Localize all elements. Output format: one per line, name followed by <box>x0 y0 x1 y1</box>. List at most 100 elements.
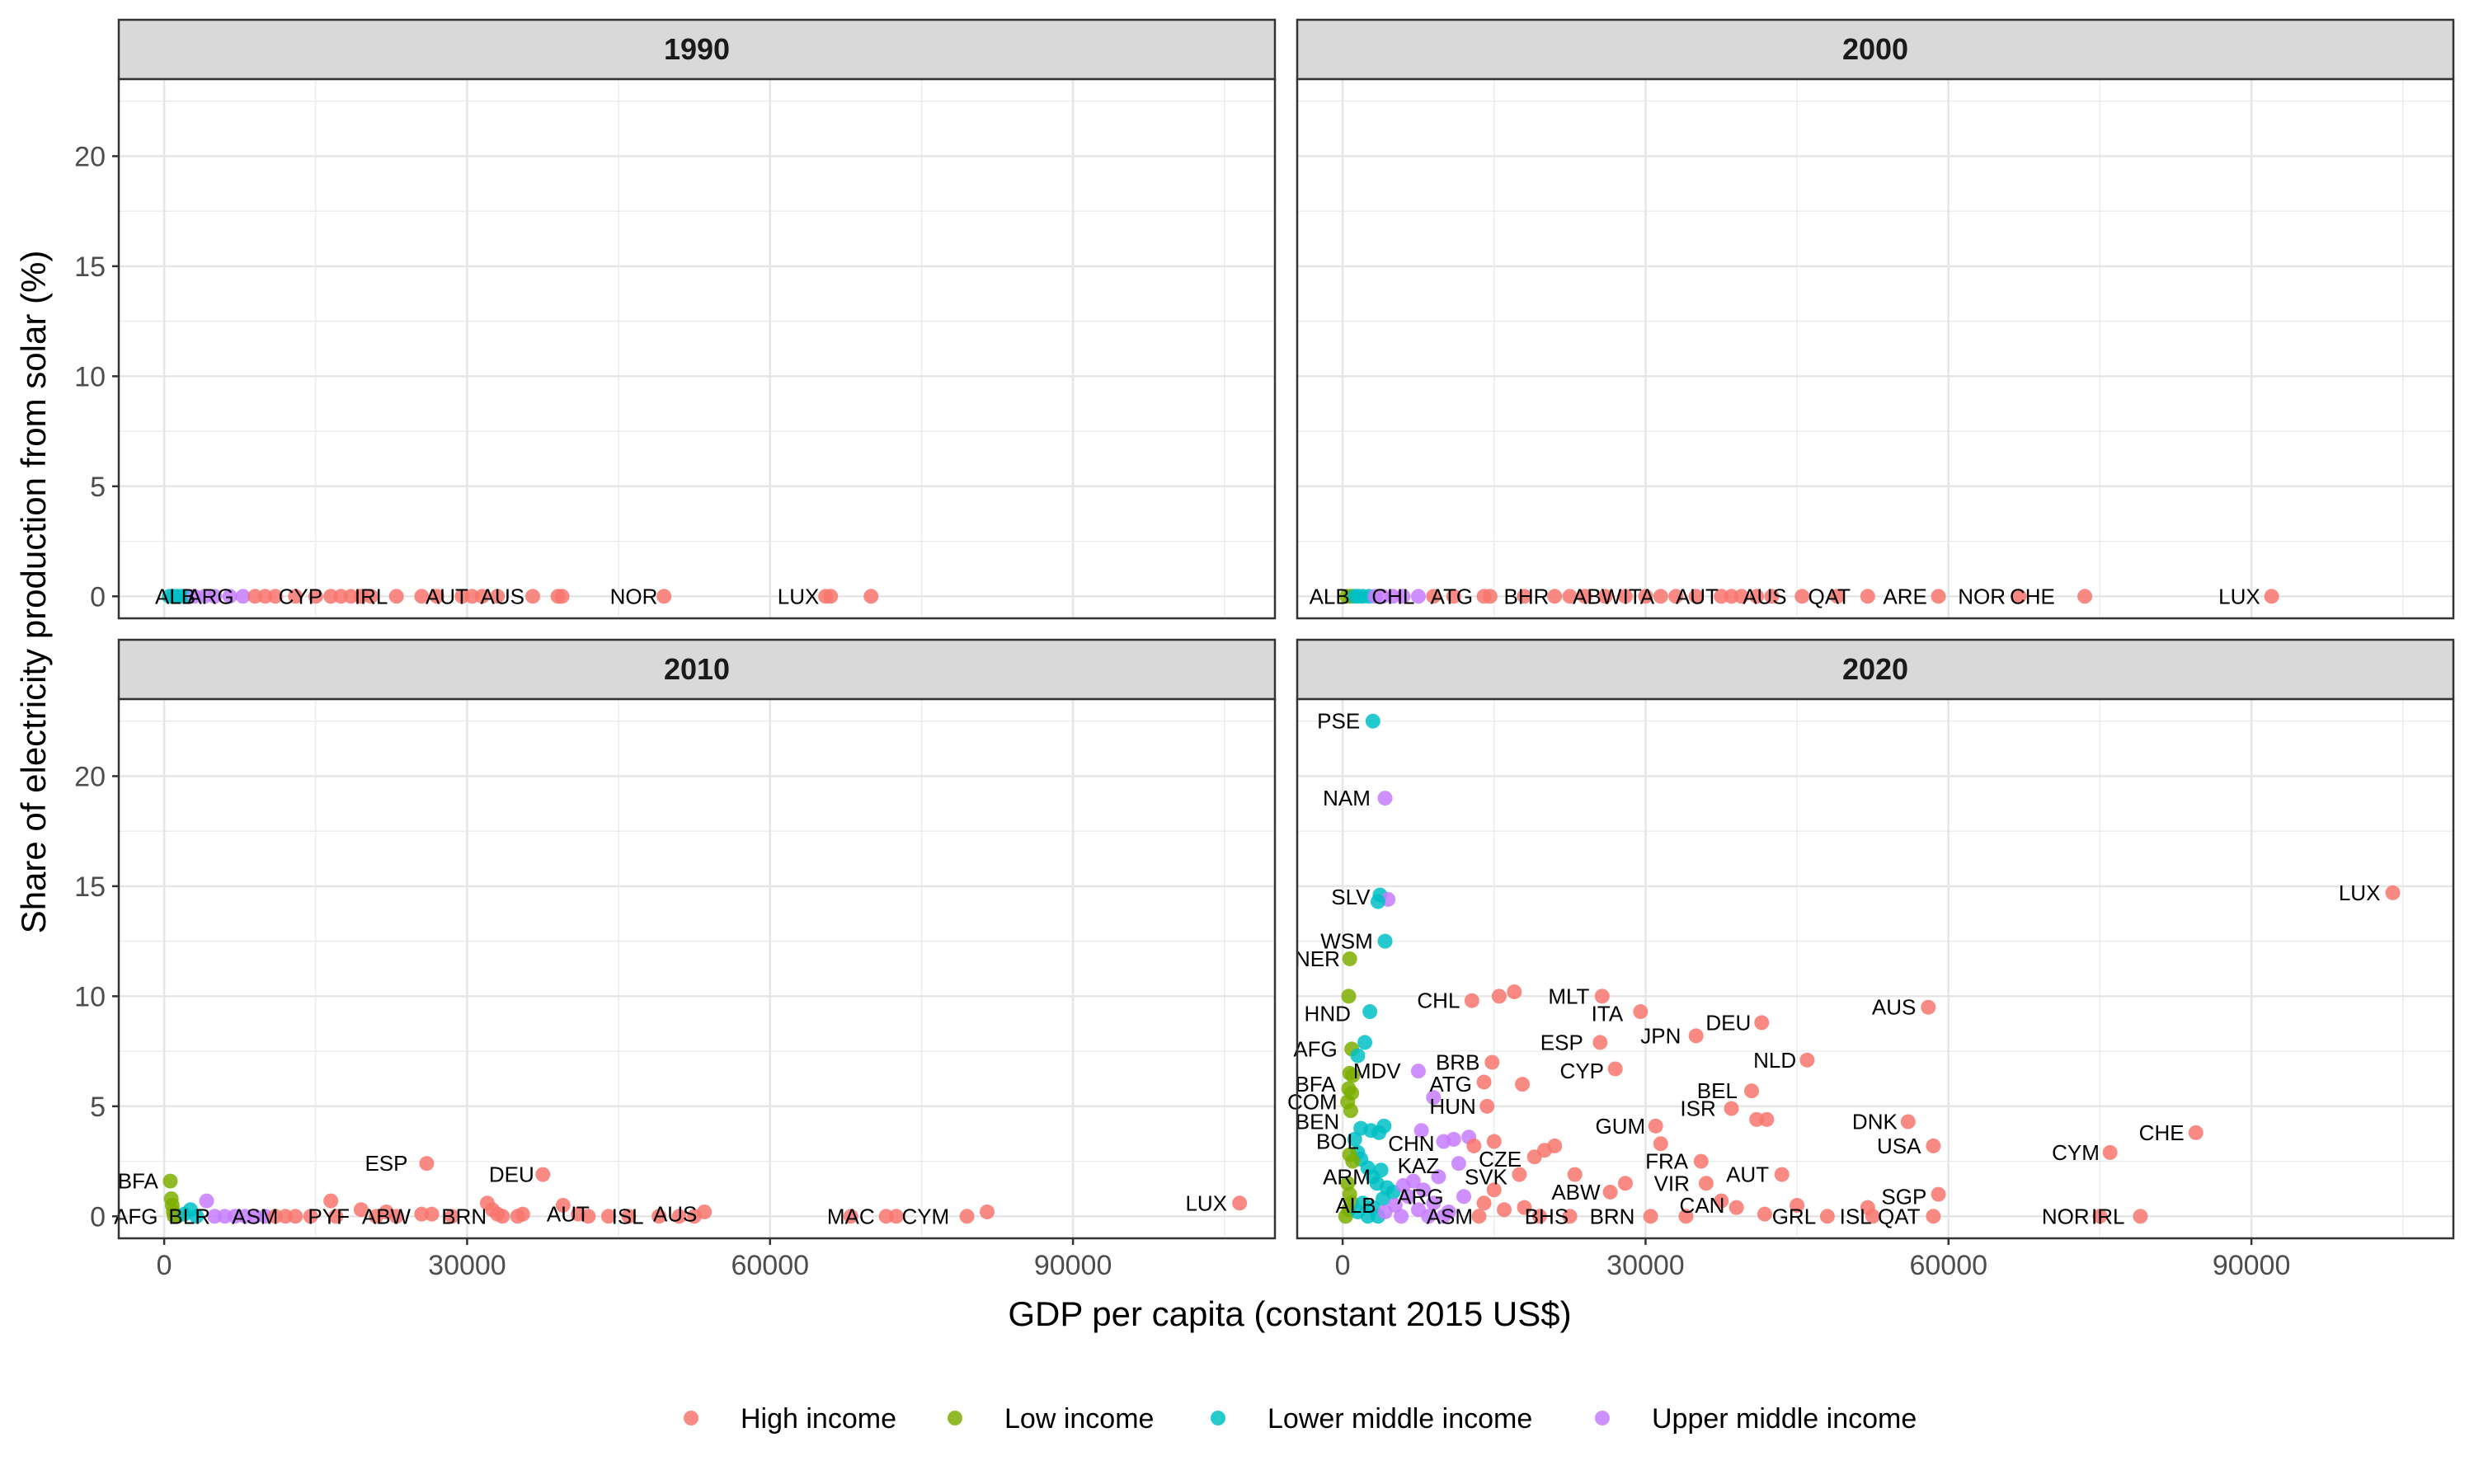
data-point <box>1693 1153 1709 1169</box>
data-point <box>1931 589 1946 604</box>
x-tick-label: 0 <box>1335 1250 1351 1281</box>
point-label: QAT <box>1808 584 1851 608</box>
data-point <box>1547 1138 1563 1153</box>
data-point <box>980 1204 995 1219</box>
data-point <box>1819 1209 1835 1224</box>
point-label: NOR <box>2042 1204 2090 1228</box>
data-point <box>1387 1197 1403 1213</box>
data-point <box>1413 1123 1429 1139</box>
panel-background-2020 <box>1297 699 2453 1238</box>
data-point <box>581 1209 596 1224</box>
data-point <box>1931 1186 1946 1202</box>
data-point <box>1426 589 1442 604</box>
point-label: DEU <box>489 1162 534 1187</box>
point-label: BHS <box>1525 1204 1569 1228</box>
data-point <box>2011 589 2027 604</box>
data-point <box>863 589 879 604</box>
panel-2000: 2000 ALB CHL ATG BHR ABW ITA AUT AUS QAT ARE NOR CHE… <box>1296 18 2455 620</box>
point-label: ARG <box>187 584 233 608</box>
panel-border-2020 <box>1296 697 2455 1240</box>
point-label: AFG <box>1293 1036 1337 1061</box>
data-point <box>1653 1136 1668 1152</box>
point-label: USA <box>1877 1134 1921 1158</box>
point-label: ASM <box>1427 1204 1473 1228</box>
point-label: BOL <box>1316 1129 1359 1154</box>
point-label: ESP <box>1540 1030 1583 1054</box>
x-tick-label: 90000 <box>2213 1250 2291 1281</box>
data-point <box>1607 1061 1623 1077</box>
data-point <box>1643 1209 1658 1224</box>
data-point <box>1395 1177 1411 1193</box>
data-point <box>1617 1176 1633 1191</box>
point-label: ABW <box>1551 1180 1601 1205</box>
point-label: CHN <box>1388 1131 1434 1156</box>
data-point <box>535 1167 551 1182</box>
data-point <box>1865 1209 1880 1224</box>
panel-border-2010 <box>117 697 1277 1240</box>
data-point <box>162 1173 178 1189</box>
data-point <box>1486 1182 1502 1198</box>
point-label: BRB <box>1436 1050 1479 1074</box>
point-label: CHE <box>2010 584 2055 608</box>
point-label: ITA <box>1623 584 1655 608</box>
data-point <box>1860 589 1875 604</box>
point-label: CAN <box>1680 1193 1725 1218</box>
data-point <box>2385 885 2401 900</box>
data-point <box>189 1209 205 1224</box>
y-tick-label: 20 <box>74 761 106 792</box>
data-point <box>1759 1111 1775 1127</box>
data-point <box>199 1193 214 1209</box>
data-point <box>1653 589 1668 604</box>
facet-strip-1990 <box>117 18 1277 81</box>
y-tick-label: 0 <box>90 581 106 613</box>
data-point <box>207 589 223 604</box>
point-label: BRN <box>441 1204 487 1228</box>
data-point <box>388 589 404 604</box>
data-point <box>1343 1103 1358 1119</box>
data-point <box>1594 989 1610 1004</box>
point-label: MLT <box>1548 984 1589 1008</box>
point-label: CYM <box>2052 1140 2100 1165</box>
data-point <box>1456 1189 1472 1205</box>
point-label: ISL <box>1840 1204 1872 1228</box>
data-point <box>323 1193 339 1209</box>
data-point <box>1341 989 1357 1004</box>
data-point <box>267 589 283 604</box>
data-point <box>490 589 506 604</box>
panel-background-2000 <box>1297 79 2453 618</box>
point-label: FRA <box>1645 1149 1689 1174</box>
data-point <box>1446 1131 1461 1147</box>
data-point <box>308 589 323 604</box>
panel-background-1990 <box>119 79 1275 618</box>
point-label: CYP <box>279 584 322 608</box>
point-label: GUM <box>1595 1114 1645 1139</box>
legend-key <box>948 1411 962 1425</box>
data-point <box>1497 1202 1512 1218</box>
data-point <box>235 589 251 604</box>
point-label: NOR <box>1958 584 2006 608</box>
data-point <box>1602 1184 1618 1200</box>
data-point <box>1416 1182 1432 1198</box>
data-point <box>555 1197 571 1213</box>
facet-title-2010: 2010 <box>664 652 730 686</box>
legend-label: Low income <box>1004 1403 1154 1435</box>
data-point <box>1431 1169 1446 1185</box>
point-label: ARG <box>1397 1184 1443 1209</box>
data-point <box>823 589 839 604</box>
data-point <box>1426 1090 1442 1106</box>
data-point <box>1345 1153 1361 1169</box>
legend-item: Low income <box>948 1403 1154 1435</box>
legend-key <box>1211 1411 1225 1425</box>
data-point <box>1830 589 1846 604</box>
point-label: BEN <box>1296 1110 1339 1134</box>
y-tick-label: 5 <box>90 472 106 503</box>
data-point <box>2264 589 2279 604</box>
point-label: BLR <box>168 1204 210 1228</box>
point-label: NAM <box>1323 786 1371 810</box>
point-label: ARM <box>1323 1164 1371 1189</box>
data-point <box>1446 589 1461 604</box>
data-point <box>1724 1101 1739 1116</box>
data-point <box>1436 1209 1451 1224</box>
